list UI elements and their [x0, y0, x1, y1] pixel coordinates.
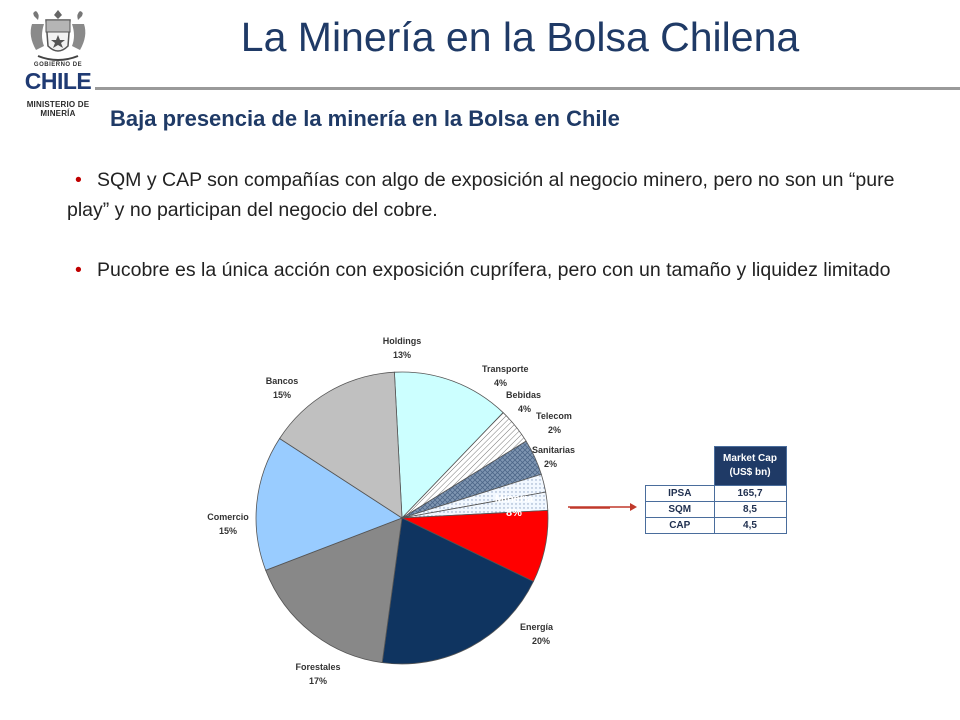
slice-label: Telecom: [536, 411, 572, 421]
slice-value-label: 15%: [219, 526, 237, 536]
slice-value-label: 2%: [548, 425, 561, 435]
slice-label: Transporte: [482, 364, 529, 374]
pie-slices: [255, 371, 549, 665]
table-row: SQM 8,5: [645, 501, 787, 518]
bullet-icon: •: [75, 169, 82, 191]
slice-label: Comercio: [207, 512, 249, 522]
table-row: CAP 4,5: [645, 517, 787, 534]
pie-slice-holdings: [393, 371, 504, 519]
bullet-item: • Pucobre es la única acción con exposici…: [67, 255, 917, 285]
market-cap-table: Market Cap (US$ bn) IPSA 165,7 SQM 8,5 C…: [645, 446, 787, 534]
market-cap-header: Market Cap (US$ bn): [713, 446, 787, 486]
slice-label: Bancos: [266, 376, 299, 386]
pie-labels: Holdings 13% Transporte 4% Bebidas 4% Telecom 2…: [207, 336, 575, 686]
title-divider: [95, 87, 960, 90]
bullet-list: • SQM y CAP son compañías con algo de exp…: [67, 165, 917, 315]
slice-value-label: 15%: [273, 390, 291, 400]
market-cap-header-row: Market Cap (US$ bn): [646, 446, 787, 486]
bullet-item: • SQM y CAP son compañías con algo de exp…: [67, 165, 917, 225]
pie-slice-forestales: [265, 517, 403, 664]
bullet-icon: •: [75, 259, 82, 281]
slice-value-label: 8%: [506, 507, 522, 519]
slice-value-label: 20%: [532, 636, 550, 646]
logo-ministerio: MINISTERIO DE MINERÍA: [18, 100, 98, 118]
slice-value-label: 13%: [393, 350, 411, 360]
slice-label: Bebidas: [506, 390, 541, 400]
slide-title: La Minería en la Bolsa Chilena: [240, 14, 800, 60]
slice-label: Holdings: [383, 336, 422, 346]
bullet-text: Pucobre es la única acción con exposició…: [97, 259, 891, 281]
pie-slice-energia: [381, 517, 534, 665]
slice-label: Minería: [495, 493, 534, 505]
logo-chile: CHILE: [24, 68, 92, 94]
table-corner: [646, 447, 715, 486]
ministerio-logo: GOBIERNO DE CHILE MINISTERIO DE MINERÍA: [18, 6, 98, 124]
callout-arrow-icon: [568, 503, 637, 511]
slice-label: Energía: [520, 622, 554, 632]
row-name: IPSA: [645, 485, 715, 502]
market-cap-header-line: Market Cap: [723, 453, 777, 464]
row-name: SQM: [645, 501, 715, 518]
bullet-text: SQM y CAP son compañías con algo de expo…: [67, 169, 895, 221]
pie-slice-comercio: [255, 437, 403, 571]
market-cap-header-line: (US$ bn): [729, 467, 771, 478]
slice-value-label: 4%: [518, 404, 531, 414]
logo-ministerio-line: MINISTERIO DE: [26, 100, 90, 109]
row-value: 4,5: [713, 517, 787, 534]
slice-label: Forestales: [295, 662, 340, 672]
slide-subtitle: Baja presencia de la minería en la Bolsa…: [110, 106, 620, 131]
logo-mineria-line: MINERÍA: [40, 109, 76, 118]
coat-of-arms-icon: [30, 10, 86, 61]
sector-pie-chart: Holdings 13% Transporte 4% Bebidas 4% Telecom 2…: [207, 336, 610, 686]
slice-value-label: 4%: [494, 378, 507, 388]
pie-slice-bancos: [279, 371, 403, 519]
slice-label: Sanitarias: [532, 445, 575, 455]
slice-value-label: 17%: [309, 676, 327, 686]
row-name: CAP: [645, 517, 715, 534]
row-value: 8,5: [713, 501, 787, 518]
slice-value-label: 2%: [544, 459, 557, 469]
row-value: 165,7: [713, 485, 787, 502]
table-row: IPSA 165,7: [645, 485, 787, 502]
logo-gobierno: GOBIERNO DE: [33, 62, 83, 68]
